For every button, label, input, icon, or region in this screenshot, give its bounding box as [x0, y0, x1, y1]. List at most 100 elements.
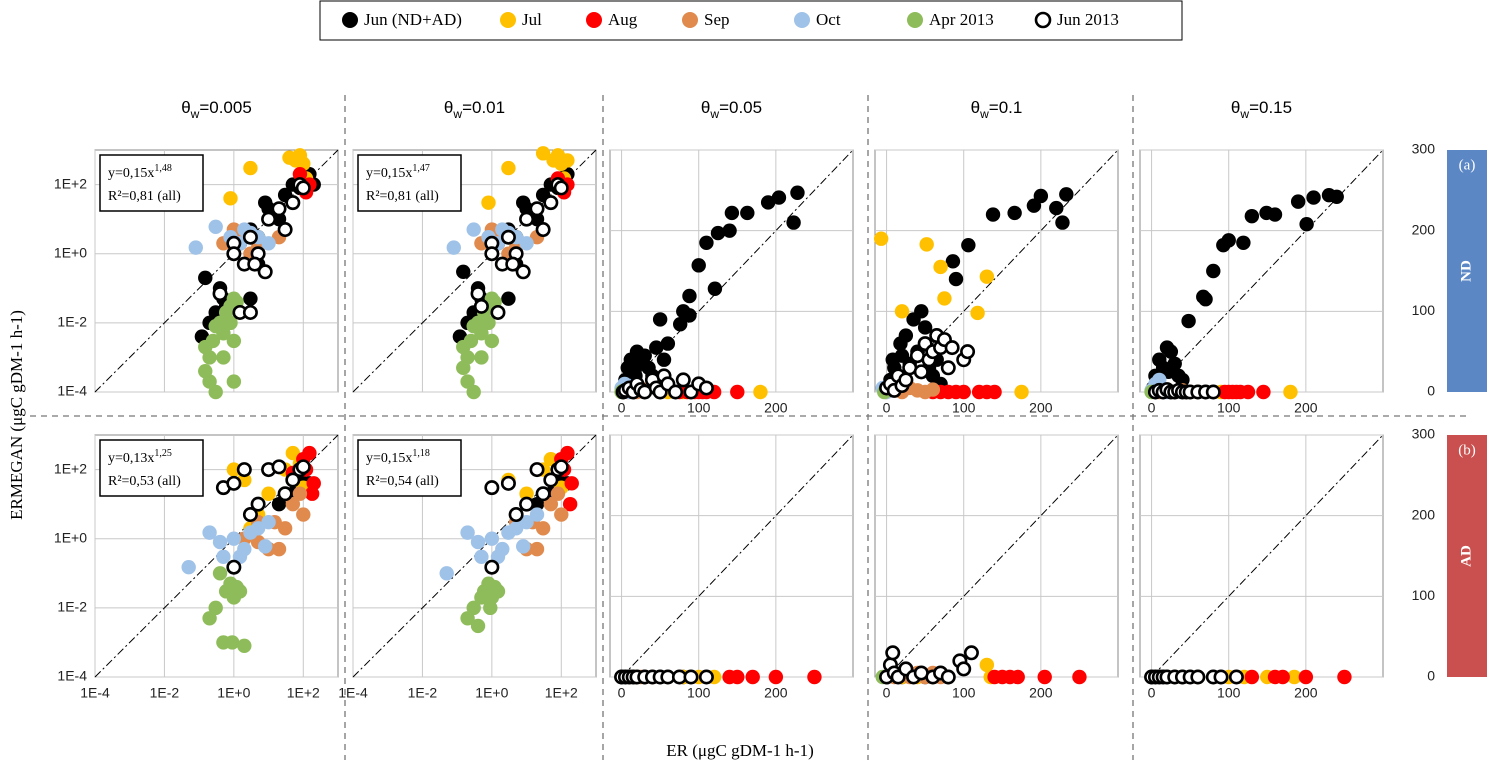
panel: 0 100 200 θw=0.1 [873, 98, 1119, 416]
point [473, 298, 489, 314]
point [484, 480, 500, 496]
x-tick-label: 100 [952, 685, 976, 701]
point [242, 229, 258, 245]
point [216, 350, 231, 365]
equation: y=0,13x [108, 451, 154, 466]
x-tick-label: 200 [1029, 400, 1053, 416]
point [1240, 384, 1256, 400]
annotation: R²=0,81 (all) [108, 189, 181, 204]
y-tick-label: 200 [1412, 221, 1436, 237]
title-symbol: θ [1231, 98, 1240, 117]
y-tick-label: 1E+2 [54, 175, 87, 191]
annotation: y=0,15x1,47 [366, 163, 430, 181]
annotation-box [99, 439, 204, 497]
point [500, 475, 516, 491]
point [205, 333, 221, 349]
x-tick-label: 200 [764, 685, 788, 701]
point [914, 304, 929, 319]
point [1037, 669, 1052, 685]
row-group: ND [1458, 260, 1474, 282]
point [261, 211, 277, 227]
reference-line [621, 434, 854, 678]
point [730, 384, 745, 400]
point [258, 539, 273, 554]
y-tick-label: 1E+0 [54, 529, 87, 545]
point [682, 288, 697, 304]
title-symbol: θ [181, 98, 190, 117]
point [295, 180, 311, 196]
point [740, 205, 755, 221]
point [956, 384, 971, 400]
point [237, 638, 252, 653]
x-tick-label: 100 [687, 685, 711, 701]
point [637, 348, 652, 363]
reference-line [886, 434, 1119, 678]
annotation: R²=0,54 (all) [366, 474, 439, 489]
y-tick-label: 300 [1412, 141, 1436, 157]
point [466, 222, 481, 237]
point [226, 374, 242, 389]
x-tick-label: 100 [1217, 685, 1241, 701]
point [956, 661, 972, 677]
point [1181, 313, 1196, 329]
point [1236, 235, 1251, 250]
point [516, 539, 531, 554]
point [1167, 356, 1182, 371]
title-subscript: w [452, 107, 462, 121]
point [261, 486, 276, 501]
point [243, 291, 258, 306]
point [243, 160, 258, 176]
point [963, 645, 979, 661]
point [917, 320, 933, 335]
legend-label: Jun 2013 [1057, 10, 1119, 29]
point [481, 315, 496, 331]
point [277, 486, 293, 502]
point [1205, 384, 1221, 400]
point [937, 291, 952, 306]
panel-title: θw=0.05 [701, 98, 762, 121]
point [979, 657, 995, 673]
title-subscript: w [979, 107, 989, 121]
point [790, 185, 805, 200]
title-subscript: w [709, 107, 719, 121]
point [271, 459, 287, 475]
panel: 1E-4 1E-2 1E+0 1E+2 1E-4 1E-2 1E+0 1E+2 y=0,13x1… [54, 434, 339, 701]
panel: 0 100 200 [609, 434, 854, 701]
point [466, 600, 481, 616]
point [560, 153, 575, 168]
y-tick-label: 300 [1412, 426, 1436, 442]
point [1213, 669, 1229, 685]
point [466, 384, 481, 400]
panel: 1E-4 1E-2 1E+0 1E+2 y=0,15x1,18 R²=0,54 (all) [338, 434, 597, 701]
panel-title: θw=0.15 [1231, 98, 1292, 121]
y-axis-label: ERMEGAN (μgC gDM-1 h-1) [7, 310, 26, 520]
point [1329, 189, 1344, 204]
point [553, 180, 569, 196]
y-tick-label: 1E-4 [57, 383, 87, 399]
annotation-box [99, 154, 204, 212]
point [529, 462, 545, 478]
point [484, 559, 500, 575]
point [484, 333, 500, 349]
point [979, 269, 995, 284]
point [707, 281, 723, 296]
point [277, 521, 293, 536]
point [1283, 384, 1298, 400]
point [470, 534, 486, 550]
point [208, 384, 223, 400]
y-tick-label: 0 [1427, 383, 1435, 399]
equation-exponent: 1,25 [154, 448, 172, 459]
point [1299, 217, 1314, 232]
point [242, 304, 258, 320]
point [1267, 207, 1283, 222]
x-tick-label: 0 [883, 685, 891, 701]
x-tick-label: 1E-4 [338, 685, 368, 701]
point [1014, 384, 1029, 400]
x-tick-label: 100 [687, 400, 711, 416]
point [1072, 669, 1087, 685]
point [226, 333, 242, 349]
x-tick-label: 0 [883, 400, 891, 416]
y-tick-label: 1E+2 [54, 460, 87, 476]
x-tick-label: 200 [1029, 685, 1053, 701]
x-tick-label: 1E-2 [408, 685, 438, 701]
